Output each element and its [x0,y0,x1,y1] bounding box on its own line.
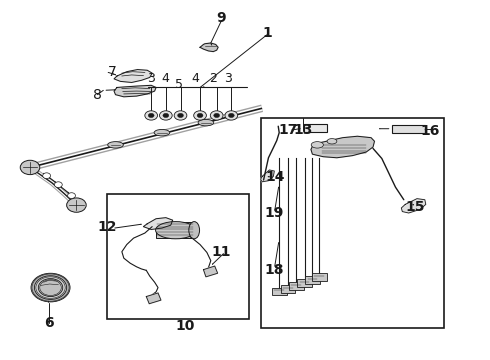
Polygon shape [144,218,172,229]
Circle shape [43,173,50,179]
Circle shape [194,111,206,120]
Text: 3: 3 [147,72,155,85]
Text: 4: 4 [161,72,169,85]
Text: 2: 2 [209,72,217,85]
Bar [297,279,312,287]
Ellipse shape [156,222,196,239]
Polygon shape [311,136,374,158]
Circle shape [67,198,86,212]
Text: 4: 4 [191,72,199,85]
Circle shape [174,111,187,120]
Ellipse shape [198,120,214,126]
Polygon shape [114,69,152,82]
Polygon shape [203,266,218,277]
Circle shape [228,113,234,118]
Bar [261,118,444,328]
Text: 11: 11 [212,246,231,260]
Text: 7: 7 [108,66,117,80]
Polygon shape [200,43,218,51]
Circle shape [54,182,62,188]
Bar [312,273,327,281]
Bar [289,282,304,290]
Text: 13: 13 [293,123,312,137]
Text: 12: 12 [98,220,117,234]
Circle shape [31,273,70,302]
Polygon shape [401,199,426,213]
Bar [272,288,287,296]
Circle shape [177,113,183,118]
Circle shape [148,113,154,118]
Bar [305,276,320,284]
Bar [107,194,249,319]
Ellipse shape [189,222,199,239]
Circle shape [163,113,169,118]
Polygon shape [114,85,156,97]
Circle shape [214,113,220,118]
Circle shape [159,111,172,120]
Circle shape [210,111,223,120]
Circle shape [197,113,203,118]
Polygon shape [261,170,274,182]
Bar [281,285,295,293]
Circle shape [20,160,40,175]
Circle shape [38,279,63,297]
Ellipse shape [311,141,323,148]
Text: 10: 10 [176,319,195,333]
Ellipse shape [327,139,337,144]
Text: 6: 6 [44,316,53,330]
Circle shape [145,111,158,120]
Polygon shape [147,293,161,304]
Text: 17: 17 [278,123,298,137]
Ellipse shape [108,141,123,148]
Text: 1: 1 [262,26,272,40]
Text: 18: 18 [265,264,284,277]
Ellipse shape [154,130,170,136]
Text: 14: 14 [265,170,285,184]
Text: 8: 8 [93,87,102,102]
Bar [392,125,425,133]
Circle shape [34,276,67,300]
Text: 16: 16 [420,123,440,138]
Bar [156,222,194,238]
Circle shape [225,111,238,120]
Text: 9: 9 [217,11,226,25]
Text: 15: 15 [405,200,425,214]
Text: 3: 3 [224,72,232,85]
Circle shape [68,193,75,198]
Text: 19: 19 [265,206,284,220]
Bar [304,124,327,132]
Text: 5: 5 [175,78,183,91]
